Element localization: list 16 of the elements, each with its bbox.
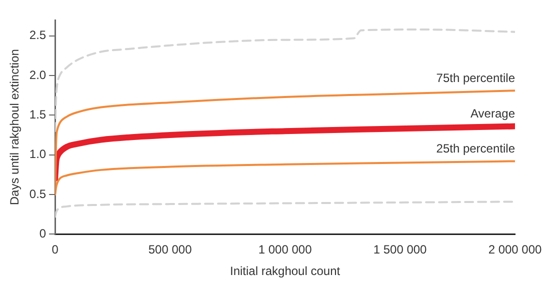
series-label: 25th percentile <box>436 142 516 156</box>
y-tick-label: 1.5 <box>29 108 46 122</box>
x-tick-label: 2 000 000 <box>488 242 542 257</box>
y-axis-title: Days until rakghoul extinction <box>8 49 22 206</box>
y-tick-label: 0 <box>39 226 46 241</box>
x-tick-label: 0 <box>52 242 59 257</box>
y-tick-label: 2.5 <box>29 28 46 42</box>
y-tick-label: 2.0 <box>29 68 46 82</box>
y-tick-label: 1.0 <box>29 147 46 162</box>
y-tick-label: 0.5 <box>29 186 46 201</box>
series-label: Average <box>470 106 516 121</box>
x-tick-label: 1 500 000 <box>373 242 428 257</box>
x-tick-label: 1 000 000 <box>258 242 312 257</box>
x-axis-title: Initial rakghoul count <box>230 264 341 278</box>
x-tick-label: 500 000 <box>148 242 192 257</box>
series-label: 75th percentile <box>436 70 516 85</box>
